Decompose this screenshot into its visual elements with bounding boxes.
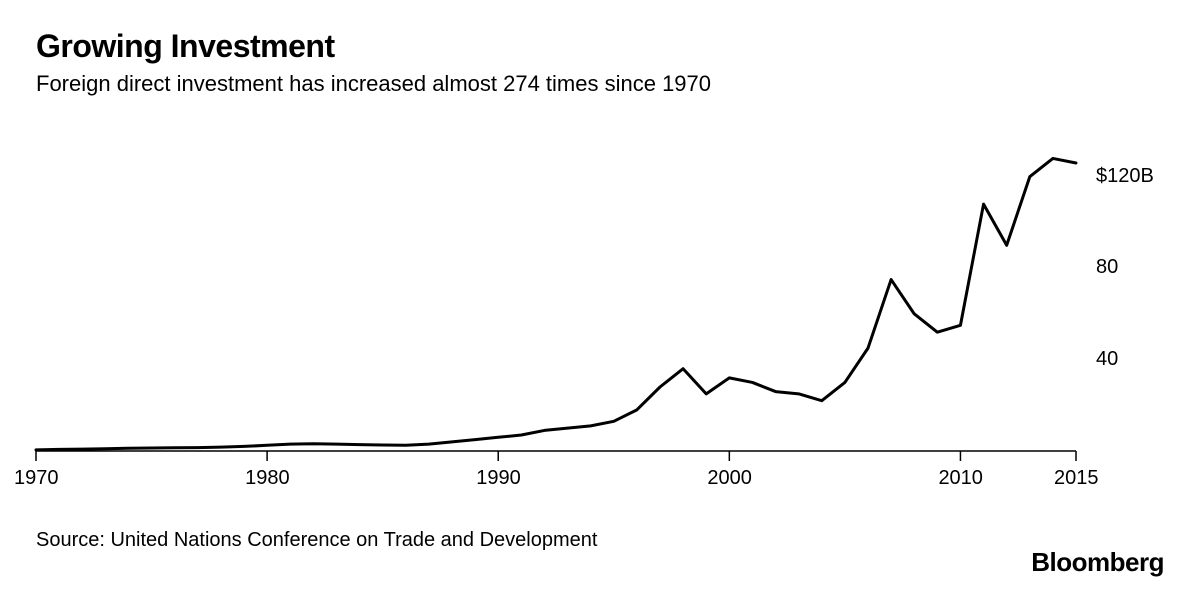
x-axis-label: 1990	[476, 467, 521, 490]
x-axis-label: 2000	[707, 467, 752, 490]
chart-title: Growing Investment	[36, 28, 1164, 65]
x-axis-label: 2015	[1054, 467, 1099, 490]
chart-source: Source: United Nations Conference on Tra…	[36, 529, 1164, 552]
y-axis-label: $120B	[1096, 165, 1154, 188]
chart-zone: 4080$120B197019801990200020102015	[36, 121, 1164, 501]
line-chart-svg	[36, 121, 1076, 465]
plot-area	[36, 121, 1076, 451]
x-axis-label: 1980	[245, 467, 290, 490]
brand-logo: Bloomberg	[1031, 547, 1164, 578]
fdi-line	[36, 158, 1076, 449]
y-axis-label: 40	[1096, 348, 1118, 371]
x-axis-label: 2010	[938, 467, 983, 490]
x-axis-label: 1970	[14, 467, 59, 490]
y-axis-label: 80	[1096, 256, 1118, 279]
chart-subtitle: Foreign direct investment has increased …	[36, 71, 1164, 97]
